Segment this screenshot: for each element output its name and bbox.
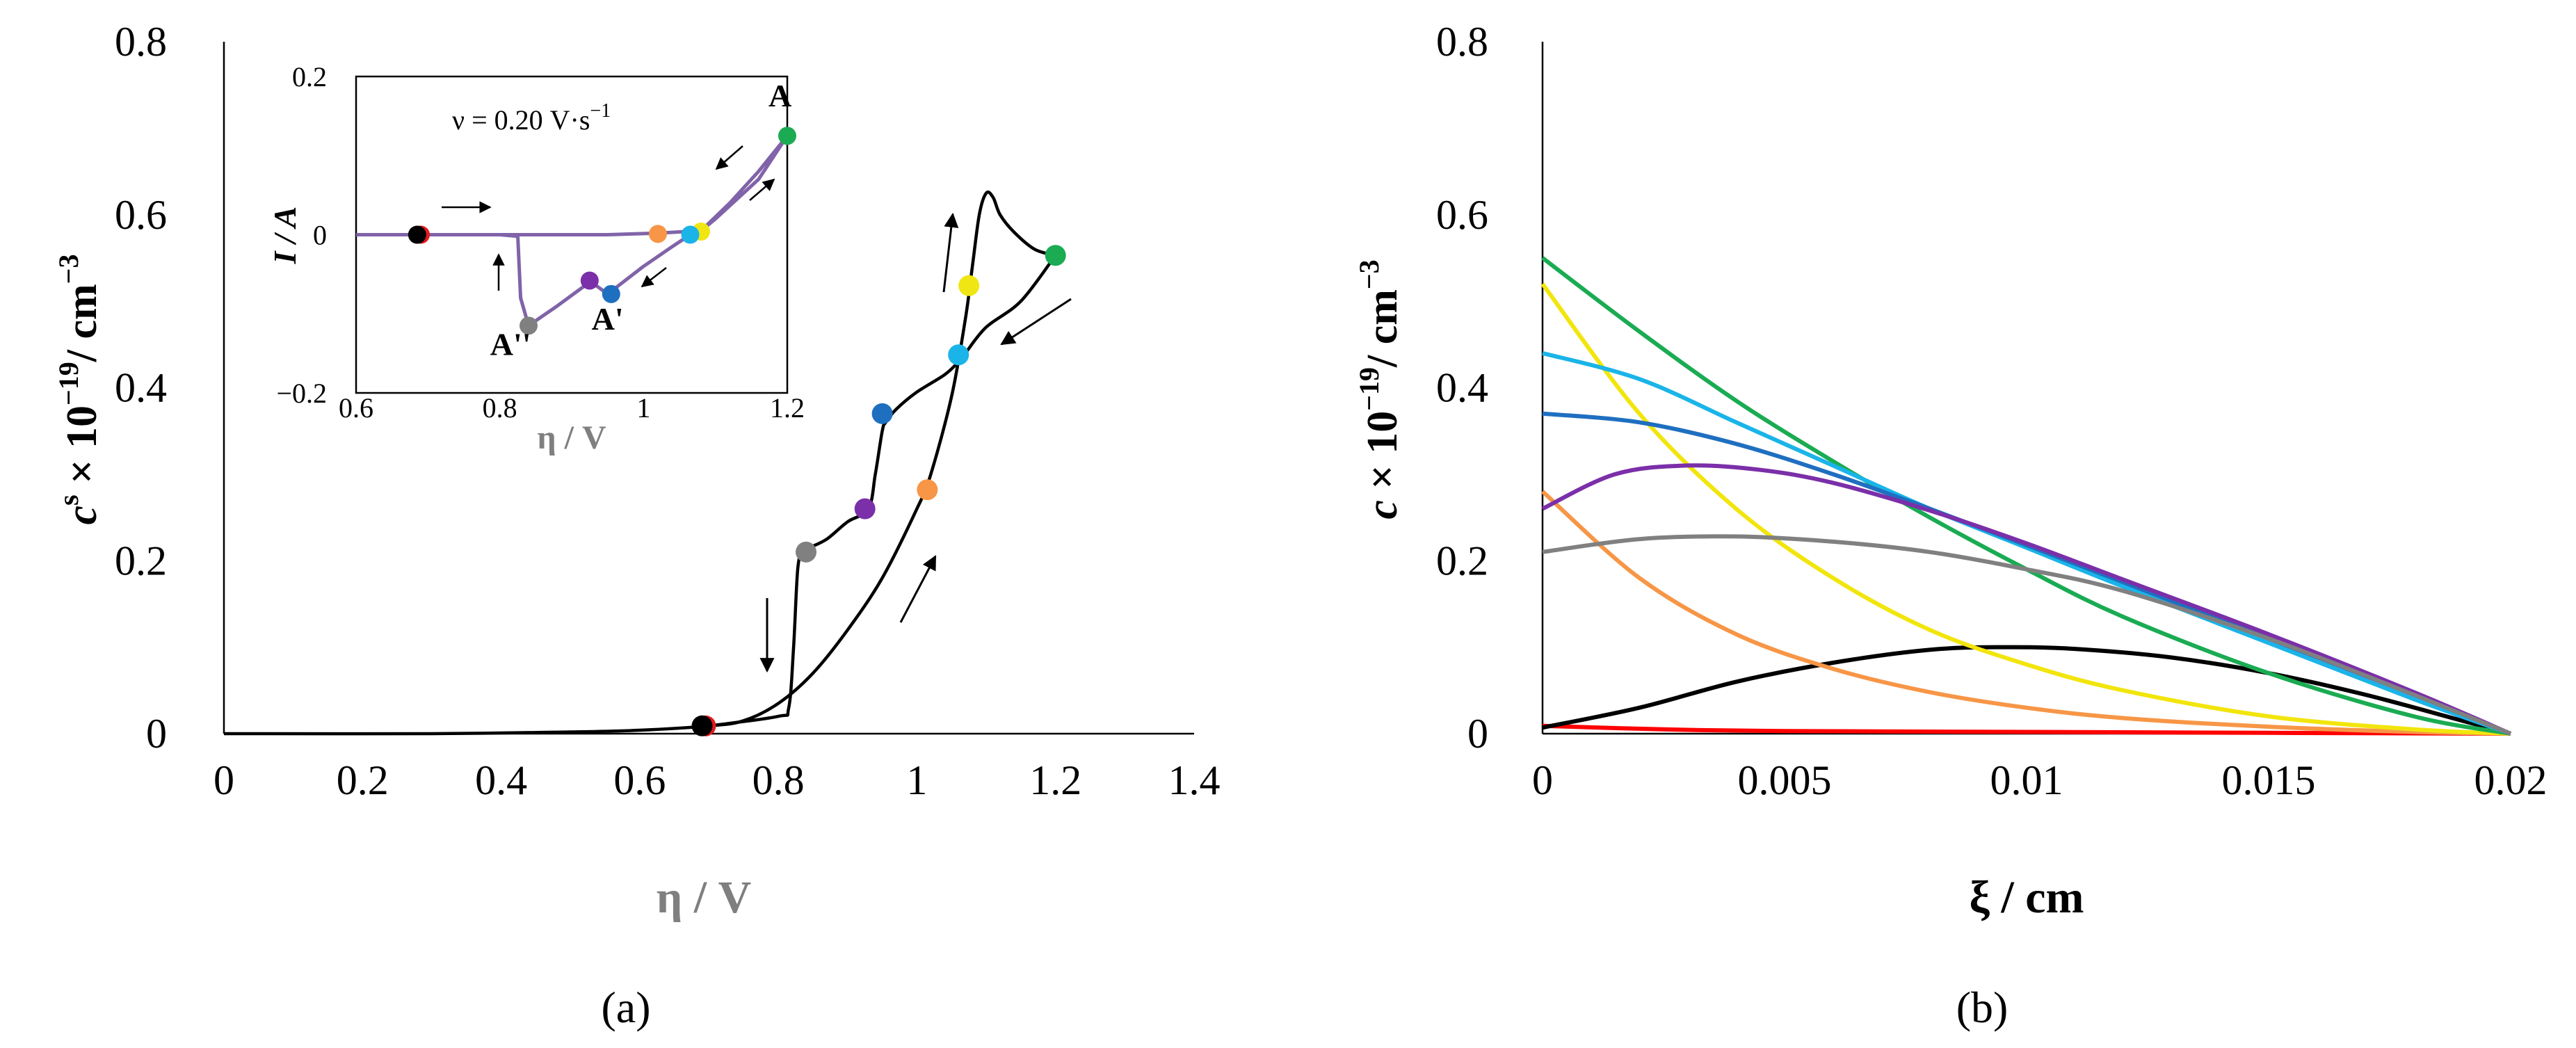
- svg-text:c × 10−19/ cm−3: c × 10−19/ cm−3: [1353, 259, 1406, 519]
- panel-a-ytick-label: 0.2: [115, 538, 167, 583]
- panel-a-xlabel: η / V: [657, 872, 751, 923]
- panel-b-ytick-label: 0.2: [1436, 538, 1488, 583]
- inset-marker: [778, 127, 796, 145]
- inset-ytick-labels: 0.2 0 −0.2: [276, 61, 327, 409]
- panel-b-xtick-label: 0.02: [2474, 757, 2547, 803]
- inset-markers: [408, 127, 796, 335]
- panel-a-marker: [854, 498, 876, 519]
- inset-point-label: A': [592, 301, 624, 337]
- panel-b-ytick-label: 0: [1467, 711, 1488, 757]
- panel-a-ygrid-ticks: 0 0.2 0.4 0.6 0.8: [115, 19, 167, 757]
- inset-ytick-label: −0.2: [276, 378, 327, 409]
- inset-xtick-label: 1: [636, 392, 650, 424]
- inset-ylabel: I / A: [267, 207, 303, 265]
- panel-a-marker: [691, 715, 713, 736]
- panel-a-marker: [796, 541, 816, 563]
- panel-a: 0 0.2 0.4 0.6 0.8 0 0.2 0.4 0.6 0.8 1 1.2 1.4 η / V…: [53, 19, 1221, 1032]
- inset-ytick-label: 0: [313, 220, 327, 251]
- panel-a-arrow-up-2: [942, 212, 959, 293]
- inset-marker: [681, 225, 700, 244]
- panel-a-markers: [691, 245, 1066, 736]
- inset-xtick-labels: 0.6 0.8 1 1.2: [339, 392, 805, 424]
- panel-a-xtick-label: 0.8: [752, 757, 805, 803]
- panel-b-series-line: [1540, 282, 2511, 736]
- panel-a-xtick-label: 0.2: [337, 757, 389, 803]
- panel-b-ytick-label: 0.8: [1436, 19, 1488, 65]
- panel-a-marker: [948, 344, 969, 366]
- svg-text:cs × 10−19/ cm−3: cs × 10−19/ cm−3: [53, 255, 106, 525]
- inset-xtick-label: 1.2: [770, 392, 805, 424]
- panel-b-xtick-label: 0.015: [2222, 757, 2316, 803]
- panel-a-xtick-label: 0.4: [475, 757, 527, 803]
- inset-arrow-upright: [749, 178, 775, 201]
- inset-marker: [649, 225, 667, 243]
- panel-b: 0 0.2 0.4 0.6 0.8 0 0.005 0.01 0.015 0.02 ξ / cm…: [1353, 19, 2547, 1032]
- panel-b-series-line: [1542, 645, 2511, 736]
- panel-b-ytick-label: 0.4: [1436, 365, 1488, 411]
- panel-a-xtick-labels: 0 0.2 0.4 0.6 0.8 1 1.2 1.4: [214, 757, 1221, 803]
- inset-annotation: ν = 0.20 V·s−1: [452, 100, 611, 136]
- inset-ytick-label: 0.2: [292, 61, 327, 92]
- panel-a-arrow-down-left: [1000, 298, 1072, 346]
- panel-a-label: (a): [601, 983, 650, 1032]
- panel-b-xtick-label: 0.005: [1738, 757, 1832, 803]
- panel-a-xtick-label: 0: [214, 757, 234, 803]
- panel-a-marker: [917, 479, 938, 501]
- inset-point-label: A: [768, 78, 791, 113]
- panel-a-xtick-label: 0.6: [613, 757, 666, 803]
- inset-xtick-label: 0.6: [339, 392, 373, 424]
- panel-b-xtick-labels: 0 0.005 0.01 0.015 0.02: [1532, 757, 2547, 803]
- panel-a-ytick-label: 0.8: [115, 19, 167, 65]
- panel-a-marker: [1045, 245, 1066, 266]
- panel-a-ytick-label: 0.4: [115, 365, 167, 411]
- inset-arrow-downleft-1: [715, 145, 743, 170]
- panel-a-marker: [871, 403, 893, 424]
- inset-point-label: A'': [490, 326, 531, 362]
- inset-arrow-downleft-2: [641, 267, 667, 288]
- panel-b-label: (b): [1956, 983, 2009, 1032]
- panel-b-ylabel: c × 10−19/ cm−3: [1353, 259, 1406, 519]
- panel-a-series-line: [223, 190, 1056, 736]
- inset-marker: [520, 316, 538, 335]
- panel-a-inset: 0.2 0 −0.2 0.6 0.8 1 1.2 A A' A'' ν = 0.20 V·s−…: [267, 61, 805, 456]
- inset-marker: [580, 271, 599, 290]
- panel-b-series-line: [1541, 256, 2511, 736]
- panel-b-xtick-label: 0: [1532, 757, 1553, 803]
- inset-xlabel: η / V: [537, 419, 606, 456]
- panel-b-series-line: [1542, 411, 2512, 736]
- panel-b-xlabel: ξ / cm: [1969, 872, 2084, 923]
- inset-point-labels: A A' A'': [490, 78, 792, 362]
- panel-a-ylabel: cs × 10−19/ cm−3: [53, 255, 106, 525]
- panel-a-marker: [958, 275, 980, 296]
- panel-b-ytick-labels: 0 0.2 0.4 0.6 0.8: [1436, 19, 1488, 757]
- panel-a-ytick-label: 0.6: [115, 192, 167, 238]
- inset-xtick-label: 0.8: [483, 392, 517, 424]
- panel-b-series: [1540, 256, 2512, 736]
- inset-marker: [408, 225, 426, 244]
- panel-a-xtick-label: 1.2: [1029, 757, 1081, 803]
- inset-marker: [602, 284, 620, 303]
- panel-b-series-line: [1541, 463, 2512, 736]
- panel-a-ytick-label: 0: [146, 711, 167, 757]
- panel-b-series-line: [1542, 723, 2511, 736]
- panel-a-xtick-label: 1: [906, 757, 927, 803]
- panel-b-series-line: [1541, 490, 2511, 736]
- panel-a-xtick-label: 1.4: [1168, 757, 1221, 803]
- panel-b-series-line: [1542, 534, 2512, 736]
- panel-b-xtick-label: 0.01: [1990, 757, 2063, 803]
- panel-a-arrow-up-1: [899, 555, 937, 623]
- panel-b-ytick-label: 0.6: [1436, 192, 1488, 238]
